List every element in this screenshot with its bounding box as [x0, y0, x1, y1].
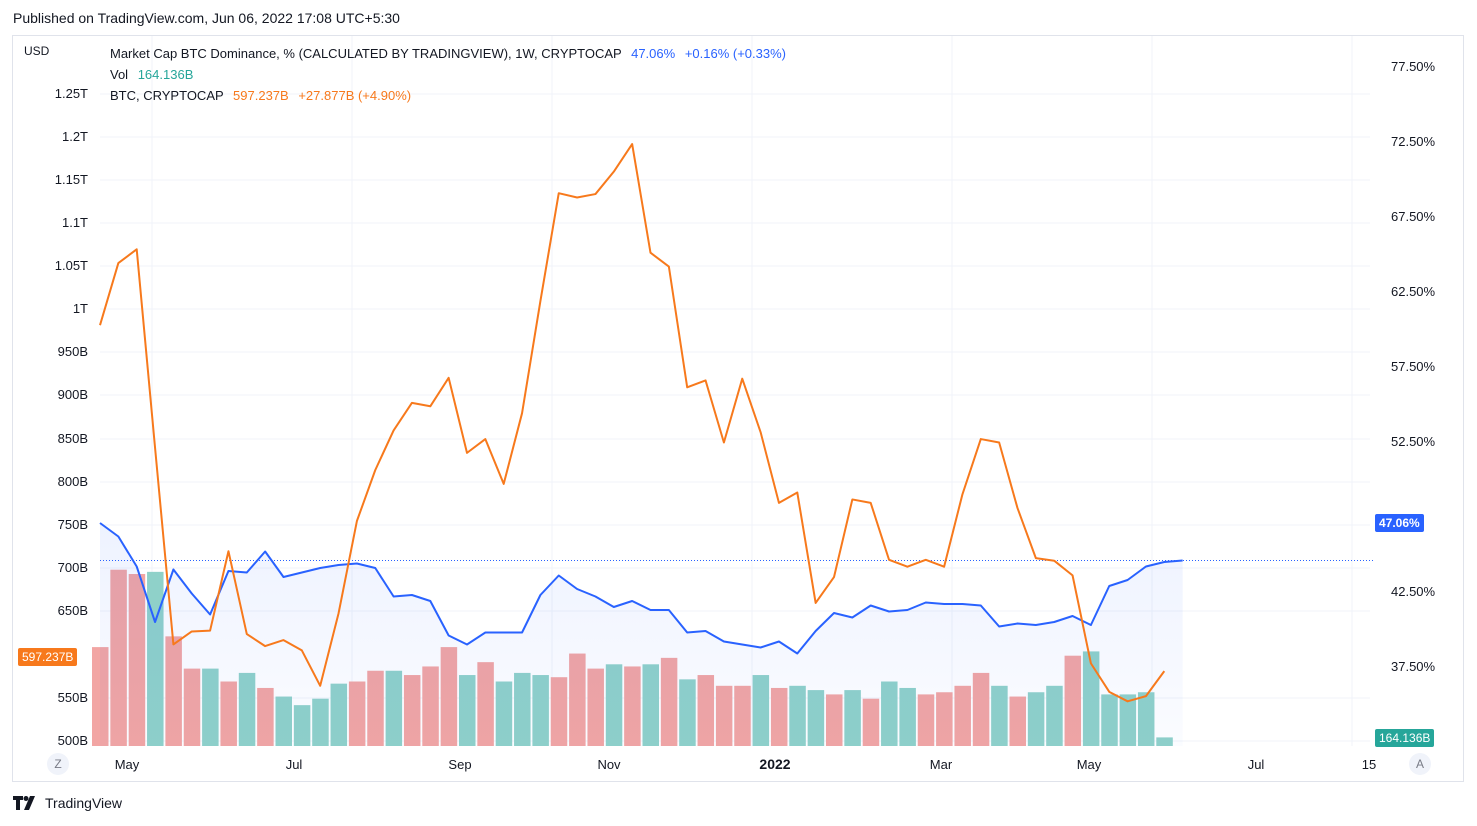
left-tick: 900B: [57, 387, 88, 402]
x-tick: 15: [1361, 757, 1377, 772]
zoom-toggle-button[interactable]: Z: [47, 753, 69, 775]
btc-series-line: [99, 143, 1166, 703]
left-tick: 550B: [57, 690, 88, 705]
legend-dominance-label: Market Cap BTC Dominance, % (CALCULATED …: [110, 46, 622, 61]
legend-btc-change: +27.877B (+4.90%): [298, 88, 412, 103]
x-tick: May: [114, 757, 140, 772]
x-tick: Jul: [1247, 757, 1265, 772]
x-tick: Nov: [597, 757, 621, 772]
legend-btc-value: 597.237B: [233, 88, 289, 103]
legend-volume-label: Vol: [110, 67, 129, 82]
right-tick: 62.50%: [1391, 284, 1436, 299]
x-tick: Mar: [929, 757, 953, 772]
left-axis-currency-label: USD: [24, 44, 50, 58]
x-tick: Jul: [285, 757, 303, 772]
right-tick: 72.50%: [1391, 134, 1436, 149]
left-tick: 500B: [57, 733, 88, 748]
legend-volume[interactable]: Vol 164.136B: [110, 67, 193, 82]
left-tick: 950B: [57, 344, 88, 359]
legend-dominance[interactable]: Market Cap BTC Dominance, % (CALCULATED …: [110, 46, 786, 61]
left-tick: 750B: [57, 517, 88, 532]
left-tick: 650B: [57, 603, 88, 618]
left-tick: 1.15T: [54, 172, 88, 187]
x-tick: 2022: [759, 756, 791, 772]
x-tick: May: [1076, 757, 1102, 772]
left-tick: 1.2T: [61, 129, 88, 144]
legend-btc-label: BTC, CRYPTOCAP: [110, 88, 224, 103]
legend-dominance-value: 47.06%: [631, 46, 676, 61]
right-tick: 57.50%: [1391, 359, 1436, 374]
left-tick: 1.1T: [61, 215, 88, 230]
dominance-badge: 47.06%: [1375, 514, 1424, 532]
right-tick: 37.50%: [1391, 659, 1436, 674]
left-tick: 1T: [72, 301, 88, 316]
footer-brand[interactable]: TradingView: [13, 795, 122, 811]
right-tick: 42.50%: [1391, 584, 1436, 599]
tradingview-logo-icon: [13, 796, 35, 810]
left-tick: 700B: [57, 560, 88, 575]
left-tick: 850B: [57, 431, 88, 446]
chart-frame: [12, 35, 1464, 782]
left-tick: 1.05T: [54, 258, 88, 273]
legend-dominance-change: +0.16% (+0.33%): [684, 46, 786, 61]
dominance-series-line: [99, 522, 1183, 655]
right-tick: 77.50%: [1391, 59, 1436, 74]
legend-btc[interactable]: BTC, CRYPTOCAP 597.237B +27.877B (+4.90%…: [110, 88, 411, 103]
right-tick: 67.50%: [1391, 209, 1436, 224]
published-caption: Published on TradingView.com, Jun 06, 20…: [13, 10, 400, 26]
auto-scale-button[interactable]: A: [1409, 753, 1431, 775]
dominance-area: [100, 523, 1183, 746]
left-tick: 800B: [57, 474, 88, 489]
volume-badge: 164.136B: [1375, 729, 1435, 747]
x-tick: Sep: [448, 757, 472, 772]
legend-volume-value: 164.136B: [137, 67, 194, 82]
left-tick: 1.25T: [54, 86, 88, 101]
btc-price-badge: 597.237B: [18, 648, 78, 666]
right-tick: 52.50%: [1391, 434, 1436, 449]
footer-brand-label: TradingView: [45, 795, 123, 811]
